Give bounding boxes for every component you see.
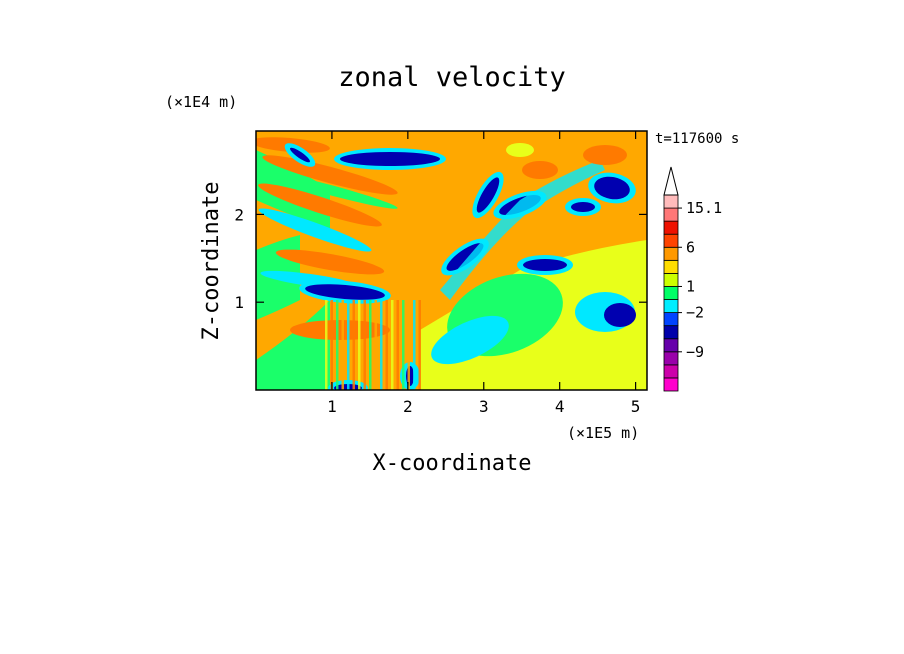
field-stripe [258,183,382,227]
field-column-stripe [358,300,361,390]
x-axis: 1 2 3 4 5 [327,131,640,416]
colorbar-segment [663,377,679,392]
field-column-stripe [341,300,344,390]
y-axis: 12 [234,205,647,312]
colorbar-label: 1 [686,277,695,295]
field-streak [594,176,630,200]
field-streak [340,152,440,166]
y-tick-label: 2 [234,205,244,224]
field-stripe [262,171,398,209]
field-column-stripe [374,300,377,390]
field-streak [305,284,385,300]
colorbar-extend-arrow [663,166,679,196]
colorbar-segment [663,338,679,353]
colorbar-segment [663,259,679,274]
colorbar-segment [663,207,679,222]
colorbar: 15.1 6 1 −2 −9 [663,166,722,392]
y-axis-label: Z-coordinate [199,182,224,341]
x-tick-label: 4 [555,397,565,416]
field-column-stripe [347,300,350,390]
colorbar-segment [663,220,679,235]
x-axis-label: X-coordinate [373,451,532,476]
y-tick-label: 1 [234,293,244,312]
colorbar-label: −2 [686,304,704,322]
time-label: t=117600 s [655,131,739,147]
colorbar-segment [663,194,679,209]
field-streak [523,259,567,271]
plot-frame [255,130,648,391]
field-column-stripe [369,300,372,390]
colorbar-segment [663,246,679,261]
field-column-stripe [380,300,383,390]
colorbar-label: 15.1 [686,199,722,217]
field-band [440,160,605,300]
colorbar-segment [663,299,679,313]
colorbar-segment [663,272,679,287]
colorbar-segment [663,312,679,327]
field-region [604,303,636,327]
x-tick-label: 3 [479,397,489,416]
field-column-stripe [407,300,410,390]
field-region [522,161,558,179]
colorbar-segment [663,351,679,366]
colorbar-segment [663,364,679,379]
field-stripe [258,208,372,252]
colorbar-label: −9 [686,343,704,361]
field-column-stripe [396,300,399,390]
field-region [431,315,509,365]
field-column-stripe [352,300,355,390]
colorbar-label: 6 [686,238,695,256]
colorbar-segment [663,233,679,248]
field-stripe [262,155,398,195]
chart-title: zonal velocity [338,62,566,93]
field-column-stripe [385,300,388,390]
field-column-stripe [325,300,328,390]
x-unit-label: (×1E5 m) [567,424,639,442]
field-stripe [275,249,385,275]
field-streak [476,177,500,213]
field-column-stripe [418,300,421,390]
field-streak [571,202,595,212]
field-column-stripe [336,300,339,390]
field-column-stripe [402,300,405,390]
field-region [583,145,627,165]
colorbar-segment [663,325,679,340]
velocity-field [256,131,647,390]
y-unit-label: (×1E4 m) [165,93,237,111]
field-column-stripe [413,300,416,390]
x-tick-label: 2 [403,397,413,416]
x-tick-label: 5 [631,397,641,416]
colorbar-segment [663,286,679,300]
x-tick-label: 1 [327,397,337,416]
field-column-stripe [391,300,394,390]
field-column-stripe [363,300,366,390]
field-column-stripe [330,300,333,390]
field-region [506,143,534,157]
field-streak [290,147,310,163]
